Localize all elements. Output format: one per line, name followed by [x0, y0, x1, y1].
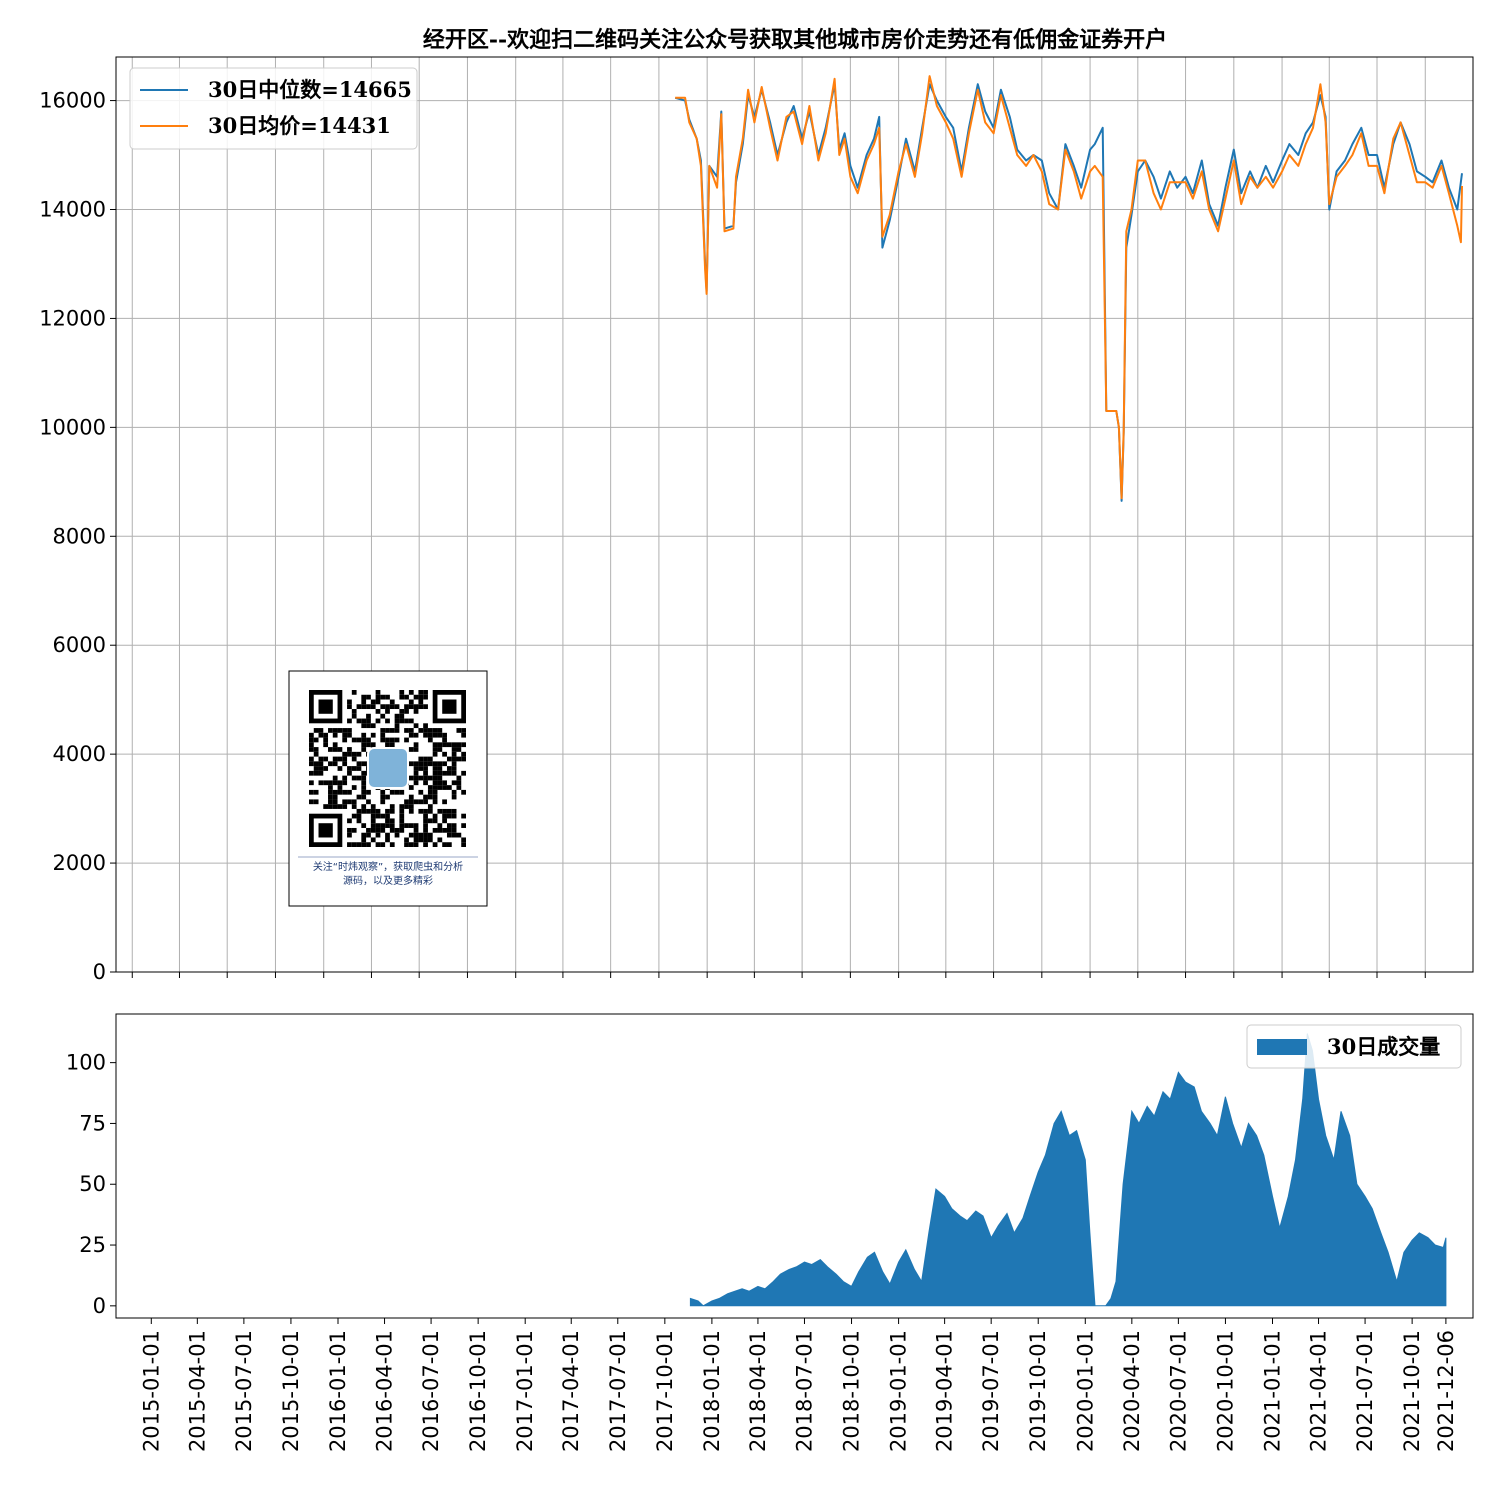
x-tick-label: 2015-07-01 [232, 1330, 256, 1452]
legend-swatch-volume [1257, 1039, 1307, 1055]
x-tick-label: 2016-07-01 [419, 1330, 443, 1452]
bottom-y-tick-label: 50 [79, 1172, 106, 1196]
top-y-tick-label: 12000 [39, 306, 106, 330]
x-tick-label: 2019-07-01 [979, 1330, 1003, 1452]
x-tick-label: 2021-10-01 [1400, 1330, 1424, 1452]
qr-caption-line2: 源码，以及更多精彩 [343, 874, 433, 887]
bottom-y-tick-label: 100 [66, 1051, 106, 1075]
x-tick-label: 2016-01-01 [326, 1330, 350, 1452]
x-tick-label: 2017-07-01 [606, 1330, 630, 1452]
legend-label-volume: 30日成交量 [1327, 1034, 1440, 1059]
x-tick-label: 2020-10-01 [1213, 1330, 1237, 1452]
x-tick-label: 2021-01-01 [1260, 1330, 1284, 1452]
bottom-legend: 30日成交量 [1246, 1024, 1462, 1069]
x-tick-label: 2021-07-01 [1353, 1330, 1377, 1452]
top-y-tick-label: 6000 [53, 633, 106, 657]
x-tick-label: 2018-01-01 [700, 1330, 724, 1452]
bottom-y-tick-label: 0 [93, 1294, 106, 1318]
top-legend: 30日中位数=14665 30日均价=14431 [129, 67, 418, 150]
x-tick-label: 2019-04-01 [933, 1330, 957, 1452]
series-average-line [675, 75, 1463, 500]
top-legend-box [129, 67, 418, 150]
x-tick-label: 2019-01-01 [887, 1330, 911, 1452]
qr-avatar [367, 747, 409, 789]
top-plot-frame [115, 56, 1474, 973]
qr-caption-line1: 关注“时炜观察”，获取爬虫和分析 [313, 860, 463, 873]
top-y-tick-label: 2000 [53, 851, 106, 875]
x-tick-label: 2017-01-01 [513, 1330, 537, 1452]
x-tick-label: 2019-10-01 [1026, 1330, 1050, 1452]
legend-label-average: 30日均价=14431 [208, 113, 391, 138]
series-median-line [674, 83, 1463, 502]
bottom-x-axis: 2015-01-01 2015-04-01 2015-07-01 2015-10-01… [139, 1318, 1458, 1452]
bottom-y-axis: 0 25 50 75 100 [66, 1051, 116, 1318]
top-series-lines [674, 75, 1463, 502]
x-tick-label: 2018-10-01 [840, 1330, 864, 1452]
x-tick-label: 2020-01-01 [1073, 1330, 1097, 1452]
x-tick-label: 2015-10-01 [279, 1330, 303, 1452]
bottom-legend-box [1246, 1024, 1462, 1069]
bottom-plot-frame [115, 1013, 1474, 1319]
top-y-tick-label: 0 [93, 960, 106, 984]
x-tick-label: 2021-04-01 [1307, 1330, 1331, 1452]
legend-label-median: 30日中位数=14665 [208, 77, 412, 102]
chart-title: 经开区--欢迎扫二维码关注公众号获取其他城市房价走势还有低佣金证券开户 [423, 27, 1167, 53]
x-tick-label: 2017-04-01 [559, 1330, 583, 1452]
bottom-y-tick-label: 75 [79, 1111, 106, 1135]
x-tick-label: 2020-07-01 [1166, 1330, 1190, 1452]
qr-code-icon [309, 690, 466, 847]
x-tick-label: 2021-12-06 [1434, 1330, 1458, 1452]
x-tick-label: 2018-07-01 [792, 1330, 816, 1452]
x-tick-label: 2017-10-01 [653, 1330, 677, 1452]
x-tick-label: 2020-04-01 [1120, 1330, 1144, 1452]
x-tick-label: 2015-01-01 [139, 1330, 163, 1452]
x-tick-label: 2016-10-01 [466, 1330, 490, 1452]
x-tick-label: 2016-04-01 [373, 1330, 397, 1452]
top-y-tick-label: 4000 [53, 742, 106, 766]
top-y-tick-label: 10000 [39, 415, 106, 439]
bottom-y-tick-label: 25 [79, 1233, 106, 1257]
series-volume-area [689, 1033, 1447, 1307]
top-y-tick-label: 16000 [39, 89, 106, 113]
qr-code-box: 关注“时炜观察”，获取爬虫和分析 源码，以及更多精彩 [288, 670, 488, 907]
x-tick-label: 2018-04-01 [746, 1330, 770, 1452]
top-y-tick-label: 8000 [53, 524, 106, 548]
top-y-axis: 0 2000 4000 6000 8000 10000 12000 14000 16000 [39, 89, 1426, 984]
bottom-volume-area [689, 1033, 1447, 1307]
x-tick-label: 2015-04-01 [185, 1330, 209, 1452]
top-y-tick-label: 14000 [39, 198, 106, 222]
